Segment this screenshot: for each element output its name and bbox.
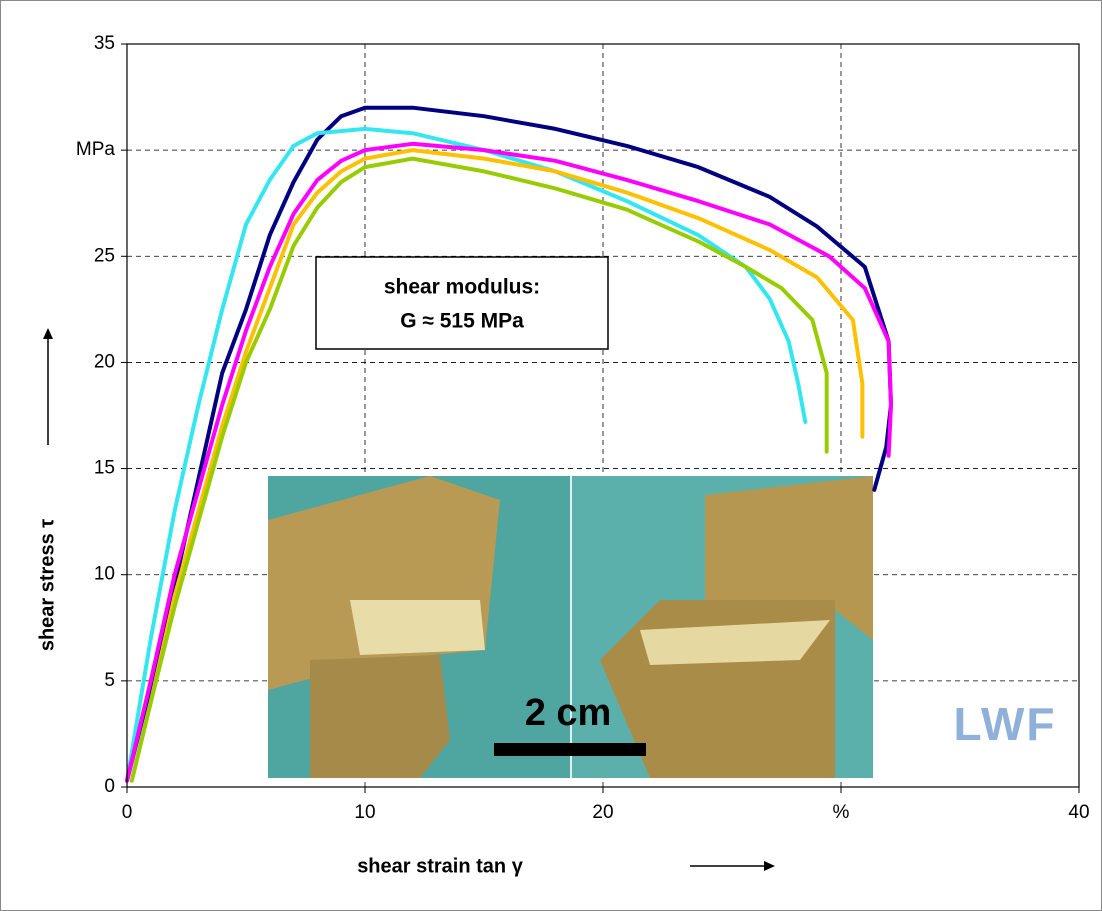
y-tick-label: 35 xyxy=(94,33,115,54)
annotation: G ≈ 515 MPa xyxy=(400,310,524,333)
scale-bar xyxy=(494,743,646,756)
y-tick-label: 10 xyxy=(94,564,115,585)
block xyxy=(310,655,450,778)
chart: 2 cm LWF shear modulus: G ≈ 515 MPa shea… xyxy=(0,0,1102,911)
watermark: LWF xyxy=(953,698,1056,750)
x-tick-label: 10 xyxy=(354,802,375,823)
scale-label: 2 cm xyxy=(525,692,612,734)
y-tick-label: 15 xyxy=(94,458,115,479)
photo-inset: 2 cm xyxy=(268,476,873,778)
y-tick-label: 25 xyxy=(94,245,115,266)
y-tick-label: 20 xyxy=(94,351,115,372)
y-axis-label: shear stress τ xyxy=(36,519,58,651)
y-tick-label: 5 xyxy=(104,670,115,691)
annotation: shear modulus: xyxy=(384,276,540,299)
x-axis-label: shear strain tan γ xyxy=(357,855,524,877)
annotation-box xyxy=(316,257,608,349)
fracture xyxy=(350,600,485,655)
y-tick-label: MPa xyxy=(76,139,116,160)
y-tick-label: 0 xyxy=(104,776,115,797)
x-tick-label: 40 xyxy=(1068,802,1089,823)
x-tick-label: 20 xyxy=(592,802,613,823)
x-tick-label: 0 xyxy=(122,802,133,823)
x-tick-label: % xyxy=(833,802,850,823)
